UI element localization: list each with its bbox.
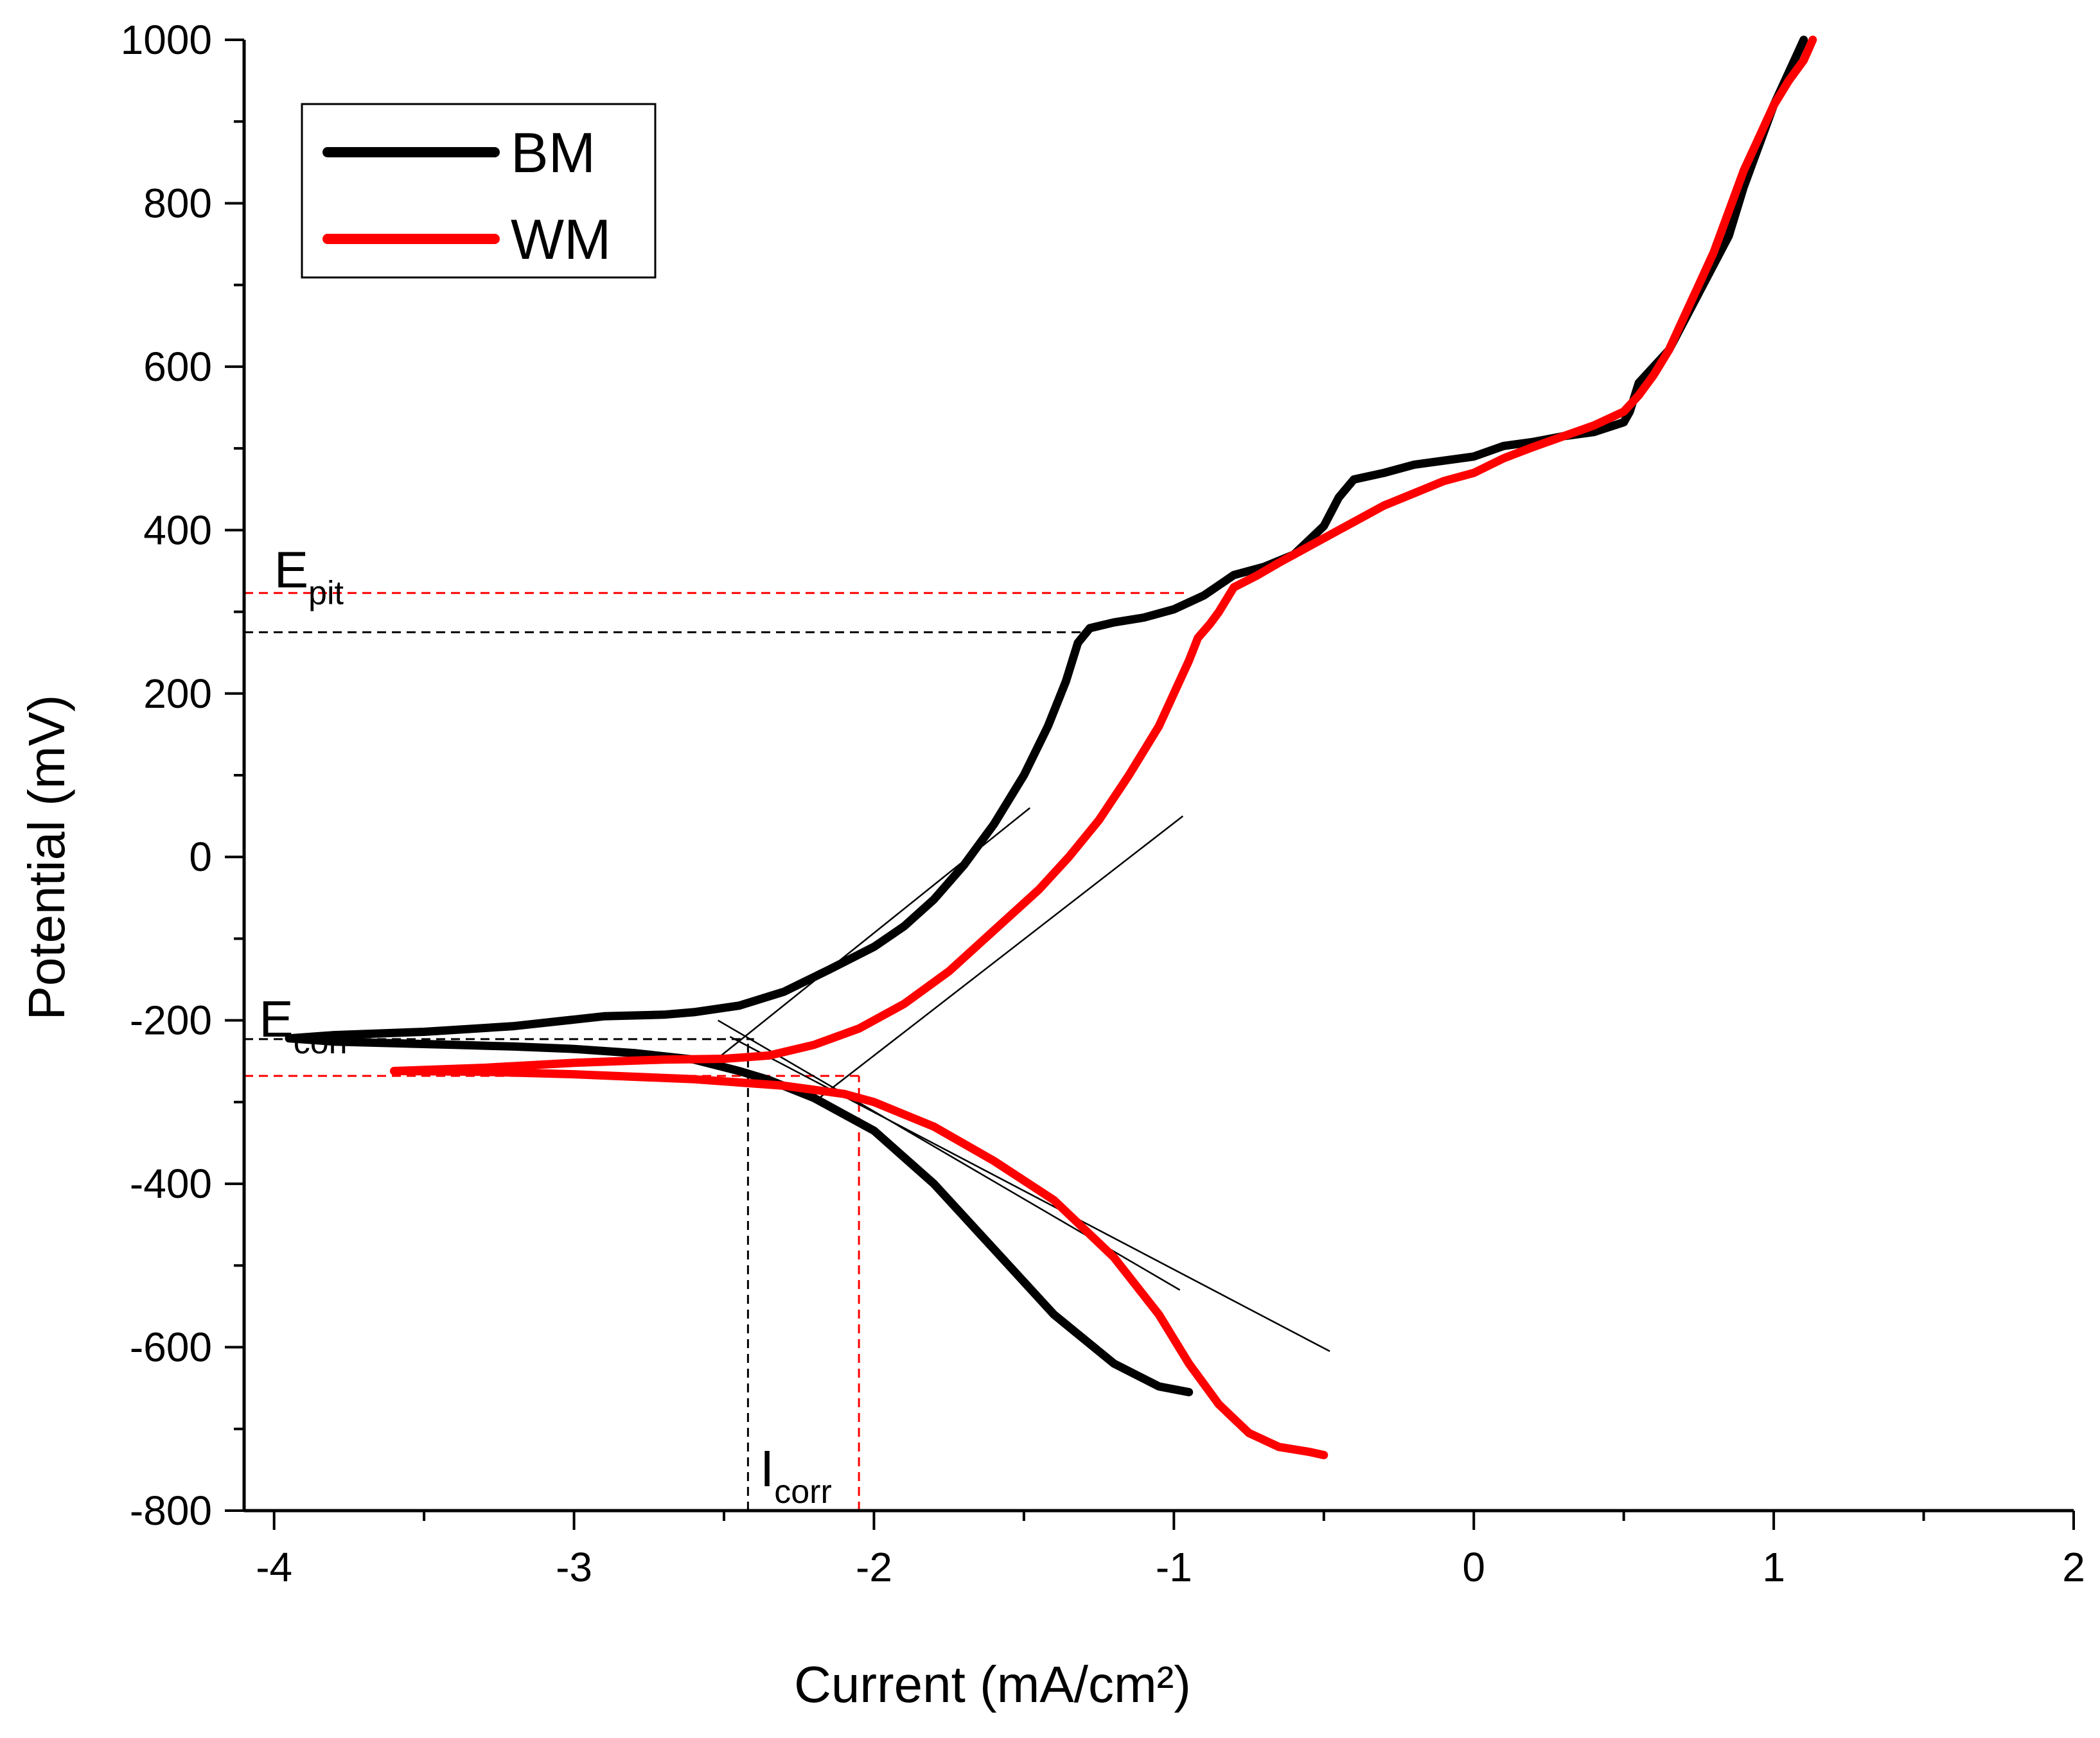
legend-box <box>301 103 657 279</box>
annotations: Epit Ecorr Icorr <box>259 541 831 1510</box>
legend-label-wm: WM <box>511 207 611 271</box>
y-tick-label: 0 <box>189 834 212 880</box>
y-tick-label: 400 <box>143 507 212 553</box>
x-tick-label: -1 <box>1156 1544 1192 1590</box>
x-axis-title: Current (mA/cm²) <box>794 1656 1191 1713</box>
x-tick-label: 0 <box>1462 1544 1485 1590</box>
y-axis-title: Potential (mV) <box>18 695 75 1021</box>
legend-label-bm: BM <box>511 121 596 184</box>
legend: BM WM <box>301 103 657 279</box>
x-tick-label: 2 <box>2062 1544 2085 1590</box>
y-tick-label: -400 <box>130 1161 212 1207</box>
y-tick-label: -200 <box>130 997 212 1044</box>
y-tick-label: 600 <box>143 344 212 390</box>
y-tick-label: 800 <box>143 180 212 226</box>
y-tick-label: -800 <box>130 1488 212 1534</box>
annotation-i-corr: Icorr <box>760 1440 832 1511</box>
series-line-wm <box>389 35 1817 1459</box>
y-tick-label: 1000 <box>121 17 212 63</box>
x-tick-label: 1 <box>1762 1544 1785 1590</box>
annotation-e-pit: Epit <box>274 541 344 611</box>
series-line-bm <box>285 35 1808 1396</box>
annotation-e-corr: Ecorr <box>259 990 351 1061</box>
x-tick-label: -3 <box>556 1544 592 1590</box>
axes: -4 -3 -2 -1 0 1 2 -800 -600 -400 -200 0 200 400 600 800… <box>121 17 2085 1590</box>
reference-lines <box>244 592 1189 1511</box>
tangent-line-2 <box>813 815 1184 1103</box>
y-tick-label: 200 <box>143 671 212 717</box>
x-tick-label: -2 <box>856 1544 892 1590</box>
y-tick-label: -600 <box>130 1324 212 1371</box>
series-group <box>285 35 1817 1459</box>
x-tick-label: -4 <box>256 1544 292 1590</box>
